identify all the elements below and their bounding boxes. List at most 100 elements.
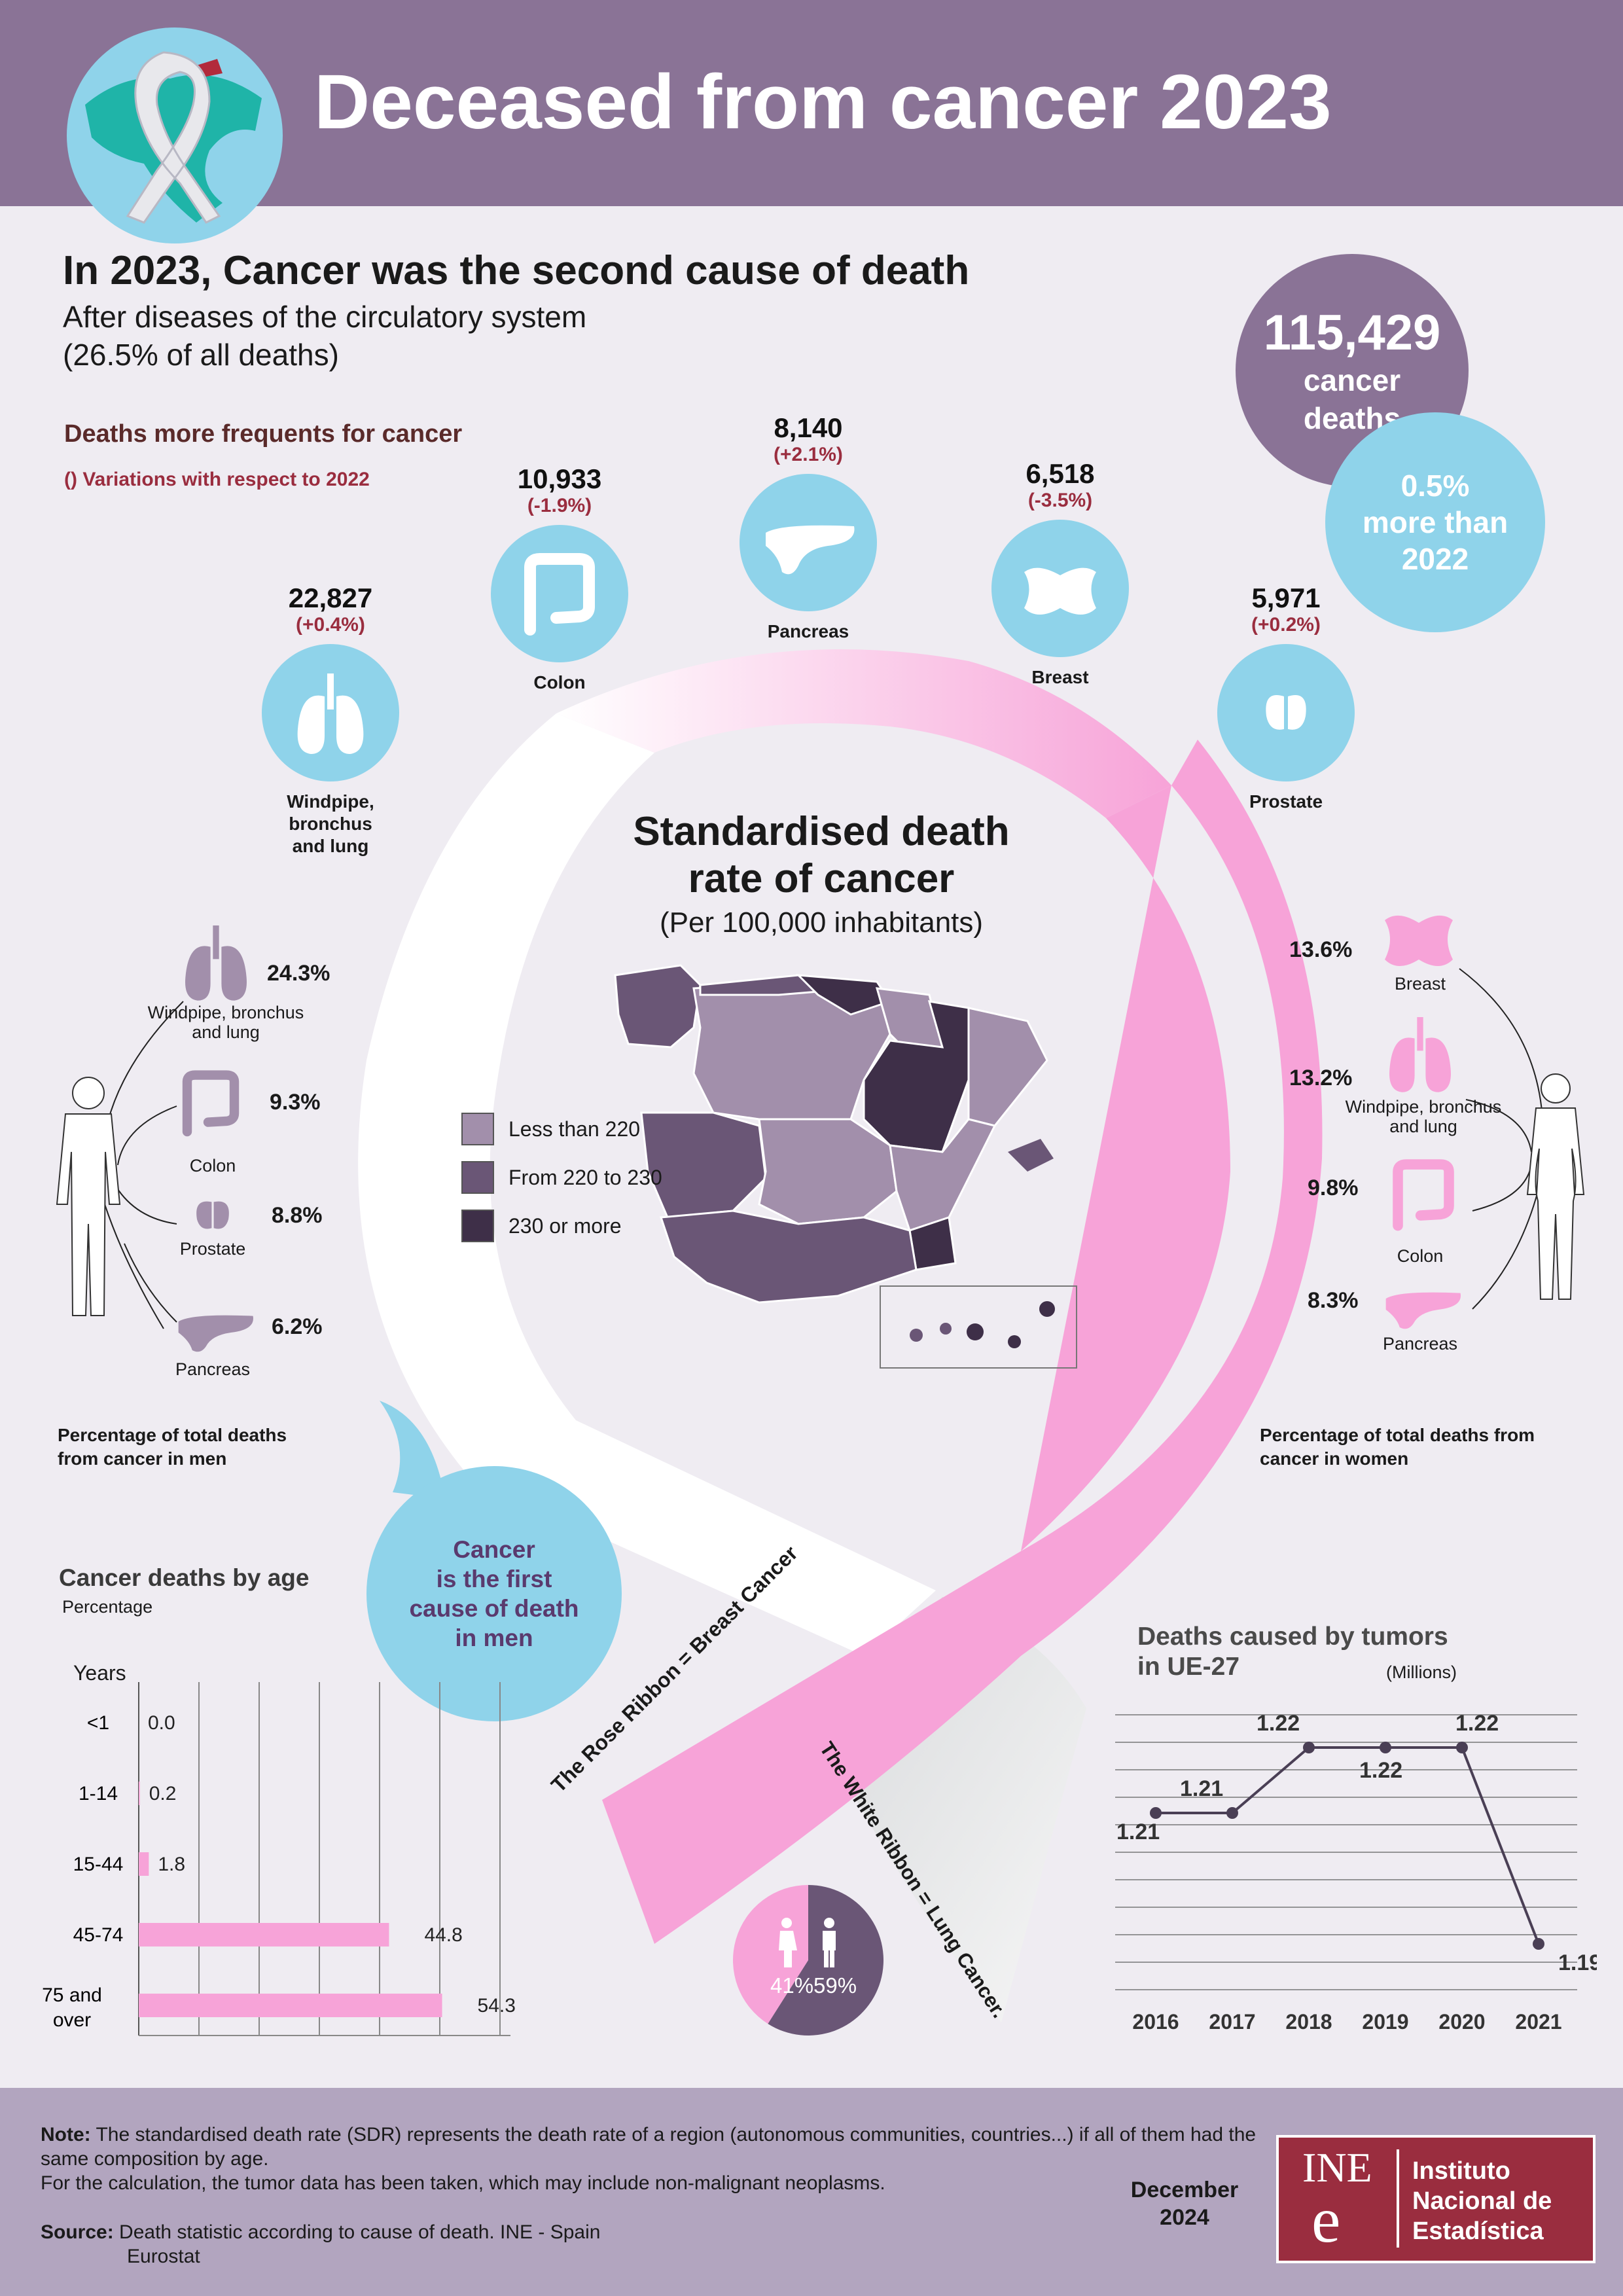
- women-caption: Percentage of total deaths from cancer i…: [1260, 1424, 1535, 1471]
- map-region-valencia: [889, 1118, 997, 1232]
- ine-mark: INE e: [1302, 2144, 1372, 2253]
- legend-swatch: [461, 1210, 494, 1242]
- legend-item: Less than 220: [461, 1105, 662, 1153]
- men-lung-name-2: and lung: [192, 1022, 260, 1042]
- first-cause-bubble: Cancer is the first cause of death in me…: [366, 1466, 622, 1721]
- organ-pancreas-name: Pancreas: [767, 621, 849, 641]
- eu-x-tick-label: 2019: [1362, 2010, 1408, 2034]
- men-prostate-name: Prostate: [179, 1239, 246, 1259]
- pie-label-women: 41%: [770, 1973, 813, 1998]
- colon-icon: [491, 525, 628, 662]
- men-colon-icon: [171, 1060, 250, 1145]
- men-colon-name: Colon: [189, 1156, 236, 1175]
- ine-name-2: Nacional de: [1412, 2187, 1552, 2215]
- total-deaths-label-1: cancer: [1303, 363, 1401, 397]
- organ-colon: 10,933 (-1.9%) Colon: [478, 463, 641, 694]
- date-year: 2024: [1160, 2205, 1209, 2230]
- age-category-label: 15-44: [73, 1854, 124, 1875]
- map-region-galicia: [614, 964, 702, 1049]
- organ-colon-name: Colon: [533, 672, 586, 692]
- eu-chart-title-1: Deaths caused by tumors: [1137, 1623, 1448, 1651]
- eu-point: [1456, 1742, 1468, 1753]
- organ-prostate-value: 5,971: [1251, 583, 1321, 613]
- bubble-tail: [380, 1401, 445, 1499]
- eu-point: [1303, 1742, 1315, 1753]
- source-label: Source:: [41, 2221, 114, 2243]
- men-lung-value: 24.3%: [267, 961, 330, 986]
- note-text-1: The standardised death rate (SDR) repres…: [41, 2124, 1257, 2170]
- map-region-catalonia: [967, 1007, 1048, 1127]
- legend-swatch: [461, 1113, 494, 1145]
- men-prostate-icon: [187, 1191, 239, 1237]
- age-category-label: <1: [87, 1712, 109, 1734]
- map-title: Standardised death rate of cancer: [510, 808, 1132, 903]
- legend-swatch: [461, 1161, 494, 1194]
- women-lung-name-1: Windpipe, bronchus: [1345, 1097, 1502, 1117]
- eu-value-label: 1.21: [1116, 1820, 1160, 1844]
- eu-x-tick-label: 2017: [1209, 2010, 1255, 2034]
- footer-note: Note: The standardised death rate (SDR) …: [41, 2123, 1258, 2195]
- women-lung-value: 13.2%: [1289, 1066, 1353, 1090]
- men-pancreas-icon: [170, 1299, 259, 1355]
- age-category-label: 75 and: [42, 1984, 102, 2006]
- men-caption: Percentage of total deaths from cancer i…: [58, 1424, 287, 1471]
- men-caption-1: Percentage of total deaths: [58, 1425, 287, 1445]
- eu-chart-title-2: in UE-27: [1137, 1653, 1240, 1681]
- women-pancreas-value: 8.3%: [1308, 1288, 1359, 1313]
- ine-mark-1: INE: [1302, 2144, 1372, 2191]
- eu-x-tick-label: 2016: [1132, 2010, 1179, 2034]
- legend-item: 230 or more: [461, 1202, 662, 1250]
- eu-point: [1226, 1807, 1238, 1819]
- note-text-2: For the calculation, the tumor data has …: [41, 2172, 885, 2194]
- organ-prostate-name: Prostate: [1249, 791, 1323, 812]
- eu-value-label: 1.22: [1257, 1711, 1300, 1736]
- eu-point: [1150, 1807, 1162, 1819]
- age-value-label: 1.8: [158, 1854, 185, 1875]
- legend-item: From 220 to 230: [461, 1153, 662, 1202]
- publication-date: December 2024: [1113, 2176, 1257, 2231]
- eu-x-tick-label: 2018: [1285, 2010, 1332, 2034]
- organ-breast: 6,518 (-3.5%) Breast: [978, 458, 1142, 689]
- female-icon: [779, 1918, 797, 1967]
- eu-value-label: 1.22: [1359, 1758, 1402, 1783]
- eu-series-line: [1156, 1746, 1540, 1945]
- map-title-1: Standardised death: [633, 809, 1010, 854]
- women-breast-icon: [1380, 910, 1458, 975]
- map-region-asturias: [699, 974, 821, 996]
- ine-name-1: Instituto: [1412, 2157, 1510, 2185]
- total-deaths-value: 115,429: [1263, 304, 1441, 361]
- ine-divider: [1397, 2149, 1399, 2248]
- organ-prostate: 5,971 (+0.2%) Prostate: [1204, 583, 1368, 813]
- map-region-castilla-mancha: [758, 1118, 898, 1225]
- men-lung-label: Windpipe, bronchus and lung: [131, 1003, 321, 1042]
- age-bar: [139, 1994, 442, 2017]
- age-bar: [139, 1782, 140, 1805]
- women-lung-icon: [1374, 1008, 1466, 1100]
- breast-icon: [991, 520, 1129, 657]
- eu-point: [1380, 1742, 1391, 1753]
- organ-breast-variation: (-3.5%): [1027, 490, 1093, 511]
- age-bar-chart: <1 1-14 15-44 45-74 75 and over 0.0 0.2 1.8 44.8…: [42, 1682, 516, 2036]
- bubble-line-1: Cancer: [453, 1536, 535, 1563]
- legend-label: From 220 to 230: [508, 1165, 662, 1189]
- age-value-label: 44.8: [424, 1924, 462, 1946]
- age-category-label: 45-74: [73, 1924, 124, 1946]
- map-canary-box: [880, 1285, 1077, 1369]
- bubble-line-3: cause of death: [409, 1595, 579, 1622]
- source-line-2: Eurostat: [127, 2246, 200, 2267]
- organ-colon-variation: (-1.9%): [527, 495, 592, 516]
- bubble-line-4: in men: [455, 1624, 533, 1651]
- spain-map: [614, 964, 1077, 1369]
- age-value-label: 0.2: [149, 1783, 177, 1804]
- map-region-extremadura: [640, 1111, 767, 1219]
- women-lung-name-2: and lung: [1389, 1117, 1457, 1136]
- organ-pancreas: 8,140 (+2.1%) Pancreas: [726, 412, 890, 643]
- date-month: December: [1130, 2178, 1239, 2202]
- men-lung-name-1: Windpipe, bronchus: [147, 1003, 304, 1022]
- variation-circle: 0.5% more than 2022: [1325, 412, 1545, 632]
- organ-lung-name-3: and lung: [292, 836, 369, 856]
- lungs-icon: [262, 644, 399, 781]
- variation-line-2: more than: [1362, 505, 1508, 539]
- prostate-icon: [1217, 644, 1355, 781]
